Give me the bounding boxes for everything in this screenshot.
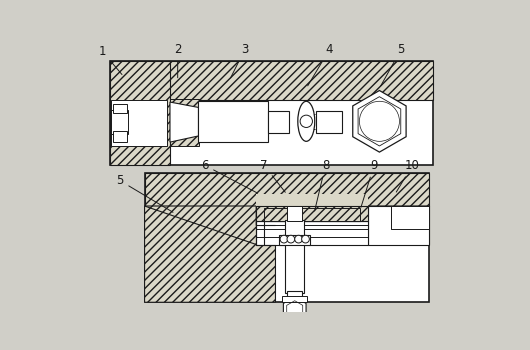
Circle shape	[287, 235, 295, 243]
Bar	[170, 99, 199, 119]
Bar	[287, 292, 303, 301]
Text: 9: 9	[361, 159, 378, 207]
Bar	[256, 195, 368, 206]
Polygon shape	[170, 102, 198, 142]
Text: 7: 7	[260, 159, 285, 192]
Bar	[111, 100, 167, 146]
Bar	[264, 208, 360, 222]
Bar	[282, 296, 307, 302]
Bar	[170, 124, 199, 146]
Bar	[368, 206, 429, 245]
Bar	[113, 131, 127, 142]
Polygon shape	[284, 297, 306, 323]
Bar	[279, 235, 310, 245]
Bar	[113, 104, 127, 113]
Text: 5: 5	[381, 43, 405, 86]
Polygon shape	[368, 206, 429, 245]
Bar	[145, 173, 429, 206]
Text: 2: 2	[174, 43, 181, 78]
Text: 3: 3	[231, 43, 249, 78]
Text: 4: 4	[308, 43, 333, 86]
Bar	[391, 206, 429, 229]
Bar	[170, 119, 199, 124]
Bar	[286, 220, 304, 293]
Circle shape	[280, 235, 288, 243]
Bar	[256, 222, 368, 245]
Bar	[110, 61, 170, 165]
Bar	[111, 110, 128, 134]
Bar	[145, 173, 429, 302]
Text: 10: 10	[396, 159, 420, 192]
Text: 6: 6	[201, 159, 258, 193]
Text: 1: 1	[99, 45, 122, 75]
Ellipse shape	[298, 101, 315, 141]
Bar	[287, 206, 303, 222]
Bar	[256, 206, 368, 222]
Bar	[268, 111, 289, 133]
Text: 8: 8	[315, 159, 329, 211]
Bar	[315, 111, 342, 133]
Circle shape	[302, 235, 310, 243]
Polygon shape	[353, 91, 406, 152]
Polygon shape	[145, 206, 276, 302]
Text: 5: 5	[116, 174, 173, 212]
Circle shape	[300, 115, 313, 127]
Bar	[110, 61, 434, 100]
Bar	[110, 61, 434, 165]
Bar	[198, 101, 268, 142]
Circle shape	[295, 235, 303, 243]
